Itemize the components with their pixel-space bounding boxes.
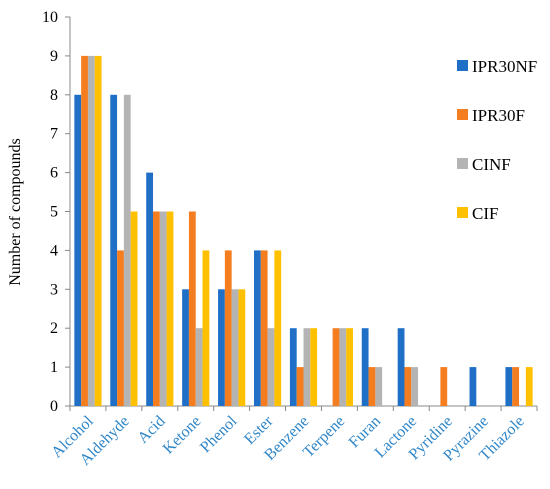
bar-ipr30nf-furan: [361, 328, 369, 406]
y-tick-label: 8: [50, 87, 58, 104]
bar-ipr30nf-ketone: [182, 289, 189, 406]
bar-ipr30nf-alcohol: [74, 94, 82, 407]
y-tick-label: 7: [50, 126, 58, 143]
y-tick-label: 5: [50, 204, 58, 221]
bar-ipr30f-terpene: [332, 328, 340, 406]
bar-cif-phenol: [238, 289, 246, 406]
y-tick-label: 1: [50, 359, 58, 376]
bar-ipr30f-benzene: [296, 367, 304, 406]
bar-cif-ketone: [202, 250, 210, 406]
bar-ipr30f-alcohol: [81, 55, 88, 407]
bar-ipr30f-lactone: [404, 367, 412, 406]
bar-ipr30nf-acid: [146, 172, 154, 406]
bar-cif-acid: [166, 211, 174, 406]
bar-cinf-phenol: [231, 289, 239, 406]
bar-ipr30f-phenol: [224, 250, 232, 406]
bar-cinf-furan: [375, 367, 383, 406]
bar-ipr30nf-ester: [253, 250, 261, 406]
y-tick-label: 9: [50, 48, 58, 65]
bar-ipr30nf-pyrazine: [469, 367, 477, 406]
bar-ipr30nf-lactone: [397, 328, 405, 406]
y-axis-title: Number of compounds: [7, 138, 24, 286]
bar-ipr30f-aldehyde: [117, 250, 124, 406]
bar-cif-terpene: [346, 328, 354, 406]
y-tick-label: 6: [50, 165, 58, 182]
legend-label-cif: CIF: [472, 204, 498, 223]
bar-cif-thiazole: [525, 367, 533, 406]
bar-cinf-ester: [267, 328, 275, 406]
legend-swatch-cinf: [457, 158, 468, 169]
bar-cinf-terpene: [339, 328, 347, 406]
y-tick-label: 4: [50, 242, 58, 259]
y-tick-label: 0: [50, 398, 58, 415]
bar-ipr30f-thiazole: [512, 367, 520, 406]
bar-cif-ester: [274, 250, 282, 406]
bar-ipr30f-pyridine: [440, 367, 448, 406]
y-tick-label: 2: [50, 320, 58, 337]
bar-cif-alcohol: [94, 55, 102, 407]
bar-ipr30f-ketone: [188, 211, 196, 406]
legend-swatch-ipr30f: [457, 109, 468, 120]
legend-label-cinf: CINF: [472, 155, 511, 174]
bar-cinf-benzene: [303, 328, 311, 406]
legend-label-ipr30nf: IPR30NF: [472, 57, 537, 76]
bar-ipr30nf-thiazole: [505, 367, 513, 406]
bar-cif-benzene: [310, 328, 318, 406]
bar-cinf-lactone: [411, 367, 419, 406]
bar-ipr30f-furan: [368, 367, 376, 406]
legend-label-ipr30f: IPR30F: [472, 106, 525, 125]
legend: IPR30NF IPR30F CINF CIF: [457, 57, 537, 223]
x-tick-label-phenol: Phenol: [197, 412, 241, 456]
y-tick-label: 3: [50, 281, 58, 298]
bar-cinf-ketone: [195, 328, 203, 406]
bar-cinf-alcohol: [87, 55, 95, 407]
y-tick-label: 10: [42, 9, 58, 26]
bar-ipr30f-ester: [260, 250, 268, 406]
bar-ipr30nf-benzene: [289, 328, 297, 406]
bar-cinf-aldehyde: [123, 94, 131, 407]
bar-cinf-acid: [159, 211, 167, 406]
legend-swatch-cif: [457, 207, 468, 218]
legend-swatch-ipr30nf: [457, 60, 468, 71]
bar-ipr30nf-aldehyde: [110, 94, 118, 407]
bar-ipr30f-acid: [153, 211, 160, 406]
bar-ipr30nf-phenol: [218, 289, 225, 406]
x-tick-label-ketone: Ketone: [160, 413, 205, 458]
bar-cif-aldehyde: [130, 211, 138, 406]
